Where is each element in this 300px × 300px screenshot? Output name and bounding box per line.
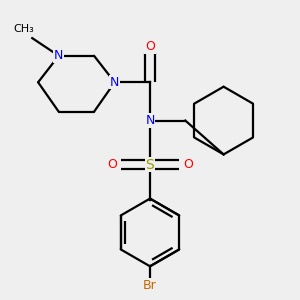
Text: O: O [183, 158, 193, 171]
Text: O: O [107, 158, 117, 171]
Text: N: N [54, 49, 63, 62]
Text: O: O [145, 40, 155, 53]
Text: Br: Br [143, 279, 157, 292]
Text: S: S [146, 158, 154, 172]
Text: N: N [145, 114, 155, 127]
Text: N: N [110, 76, 119, 89]
Text: CH₃: CH₃ [13, 24, 34, 34]
